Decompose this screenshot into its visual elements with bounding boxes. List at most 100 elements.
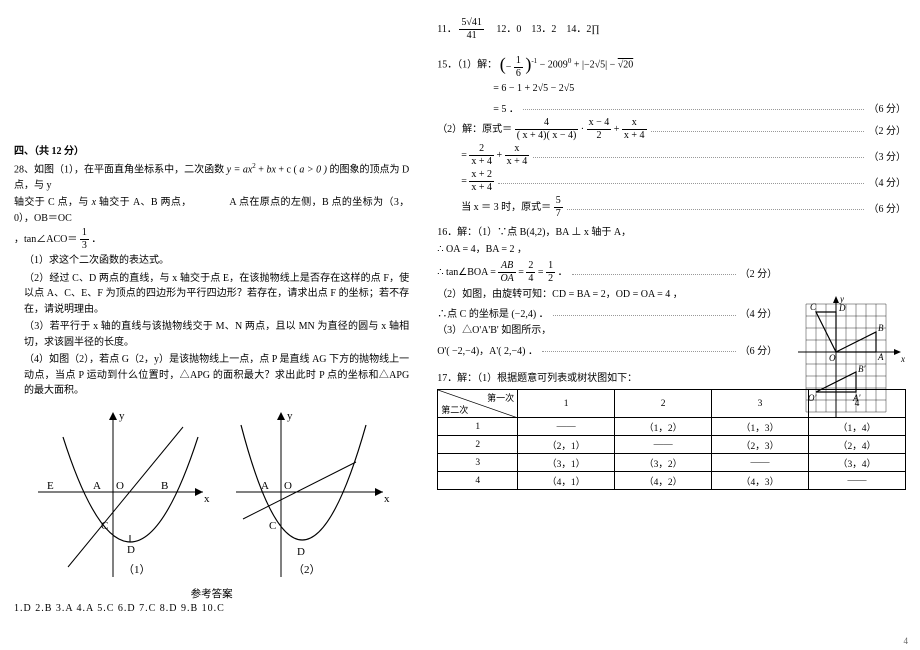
cell: （2，1） [518, 436, 615, 454]
dots [651, 126, 865, 132]
q28-func-y: y = [227, 164, 243, 175]
l15-bp: 0 [568, 57, 572, 65]
g1-y: y [119, 410, 125, 422]
l11-rest: 12．0 13．2 14．2∏ [486, 24, 599, 35]
cell: （4，1） [518, 472, 615, 490]
s3n: x + 2 [469, 170, 494, 182]
l15-label: 15．（1）解： [437, 59, 497, 70]
l15-pow1: -1 [531, 57, 537, 65]
q28-l2b: 轴交于 A、B 两点， [96, 197, 192, 208]
cell: （1，2） [615, 418, 712, 436]
cell: （2，4） [809, 436, 906, 454]
q28-sub2: （2）经过 C、D 两点的直线，与 x 轴交于点 E，在该抛物线上是否存在这样的… [24, 271, 409, 318]
diag-cell: 第一次 第二次 [438, 390, 518, 418]
cell: （3，2） [615, 454, 712, 472]
t3d: 2 [546, 273, 555, 284]
dots [542, 346, 736, 352]
grid-Op: O' [808, 393, 817, 403]
q28-l2a: 轴交于 C 点，与 [14, 197, 92, 208]
grid-Ap: A' [852, 393, 861, 403]
l15-c: √20 [618, 59, 634, 70]
s3d: x + 4 [469, 182, 494, 193]
cell: —— [615, 436, 712, 454]
l15-2-ht: （2）解：原式＝ [437, 124, 512, 135]
diag-bot: 第二次 [441, 403, 468, 416]
te2: = [538, 267, 546, 278]
cell: （4，2） [615, 472, 712, 490]
grid-Bp: B' [858, 364, 866, 374]
l15-step2: = 6 − 1 + 2√5 − 2√5 [493, 81, 906, 97]
t2n: 2 [526, 261, 535, 273]
table-row: 4 （4，1） （4，2） （4，3） —— [438, 472, 906, 490]
line11: 11． 5√41 41 12．0 13．2 14．2∏ [437, 18, 906, 41]
dots [572, 269, 736, 275]
s2bd: x + 4 [505, 156, 530, 167]
row-h: 3 [438, 454, 518, 472]
grid-A: A [877, 352, 884, 362]
cell: —— [518, 418, 615, 436]
row-h: 1 [438, 418, 518, 436]
q28-p1: + [256, 164, 267, 175]
row-h: 4 [438, 472, 518, 490]
s2an: 2 [469, 144, 494, 156]
l15-2-rhs: （2 分） [868, 122, 906, 137]
q28-sub4: （4）如图（2），若点 G（2，y）是该抛物线上一点，点 P 是直线 AG 下方… [24, 352, 409, 399]
s4n: 5 [554, 196, 563, 208]
graph-1: x y E A O B C D （1） [33, 407, 213, 582]
l11-den: 41 [459, 30, 484, 41]
diag-top: 第一次 [487, 391, 514, 404]
p163r: （6 分） [740, 342, 778, 357]
s2p: + [496, 150, 504, 161]
l15-b: − 2009 [540, 59, 568, 70]
p16cl: ∴点 C 的坐标是 (−2,4) ． [437, 305, 548, 320]
l15s2l: = 2x + 4 + xx + 4 [461, 144, 529, 167]
p16tr: （2 分） [740, 265, 778, 280]
l15-sqrt20: √20 [618, 59, 634, 70]
left-column: 四、（共 12 分） 28、如图（1），在平面直角坐标系中，二次函数 y = a… [0, 0, 423, 650]
s3r: （4 分） [868, 174, 906, 189]
answers-title: 参考答案 [14, 586, 409, 601]
l15-2-lhs: （2）解：原式＝ 4( x + 4)( x − 4) · x − 42 + xx… [437, 118, 646, 141]
right-column: 11． 5√41 41 12．0 13．2 14．2∏ 15．（1）解： (− … [423, 0, 920, 650]
t1n: AB [498, 261, 515, 273]
l15-cpre: + |−2√5| − [574, 59, 618, 70]
cell: —— [712, 454, 809, 472]
q28-sub3: （3）若平行于 x 轴的直线与该抛物线交于 M、N 两点，且以 MN 为直径的圆… [24, 319, 409, 350]
l15-s3l: = 5 ． [493, 100, 519, 115]
dots [523, 104, 865, 110]
q28-lead: 28、如图（1），在平面直角坐标系中，二次函数 [14, 164, 227, 175]
l15-step3: = 5 ． （6 分） [493, 100, 906, 115]
g1-cap: （1） [123, 563, 151, 576]
g2-D: D [297, 546, 305, 558]
grid-O: O [829, 353, 836, 363]
p16-tan: ∴ tan∠BOA = ABOA = 24 = 12 ． （2 分） [437, 261, 777, 284]
tpost: ． [558, 267, 568, 278]
p16tp: ∴ tan∠BOA = [437, 267, 498, 278]
g1-E: E [47, 480, 54, 492]
g1-A: A [93, 480, 101, 492]
cell: （3，4） [809, 454, 906, 472]
dots [553, 310, 736, 316]
col-h: 2 [615, 390, 712, 418]
s4pre: 当 x ＝ 3 时，原式＝ [461, 202, 551, 213]
graph-row: x y E A O B C D （1） x y A O C D （2） [14, 407, 409, 582]
p16-3-coord: O'( −2,−4)，A'( 2,−4) ． （6 分） [437, 342, 777, 357]
s4d: 7 [554, 208, 563, 219]
p16-oa: ∴ OA = 4，BA = 2 ， [437, 242, 906, 258]
s4l: 当 x ＝ 3 时，原式＝ 57 [461, 196, 563, 219]
g1-O: O [116, 480, 124, 492]
g2-cap: （2） [293, 563, 321, 576]
l15-2-step4: 当 x ＝ 3 时，原式＝ 57 （6 分） [461, 196, 906, 219]
q28-tan: ，tan∠ACO＝ 1 3 ． [14, 228, 409, 251]
q28-p2: + c ( [276, 164, 299, 175]
s2r: （3 分） [868, 148, 906, 163]
grid-D: D [838, 303, 846, 313]
graph-2: x y A O C D （2） [231, 407, 391, 582]
l2cn: x [622, 118, 647, 130]
answers-line: 1.D 2.B 3.A 4.A 5.C 6.D 7.C 8.D 9.B 10.C [14, 603, 409, 614]
l2bd: 2 [587, 130, 612, 141]
g1-B: B [161, 480, 168, 492]
p16tl: ∴ tan∠BOA = ABOA = 24 = 12 ． [437, 261, 567, 284]
p16cr: （4 分） [740, 305, 778, 320]
q28-tan-frac: 1 3 [80, 228, 89, 251]
